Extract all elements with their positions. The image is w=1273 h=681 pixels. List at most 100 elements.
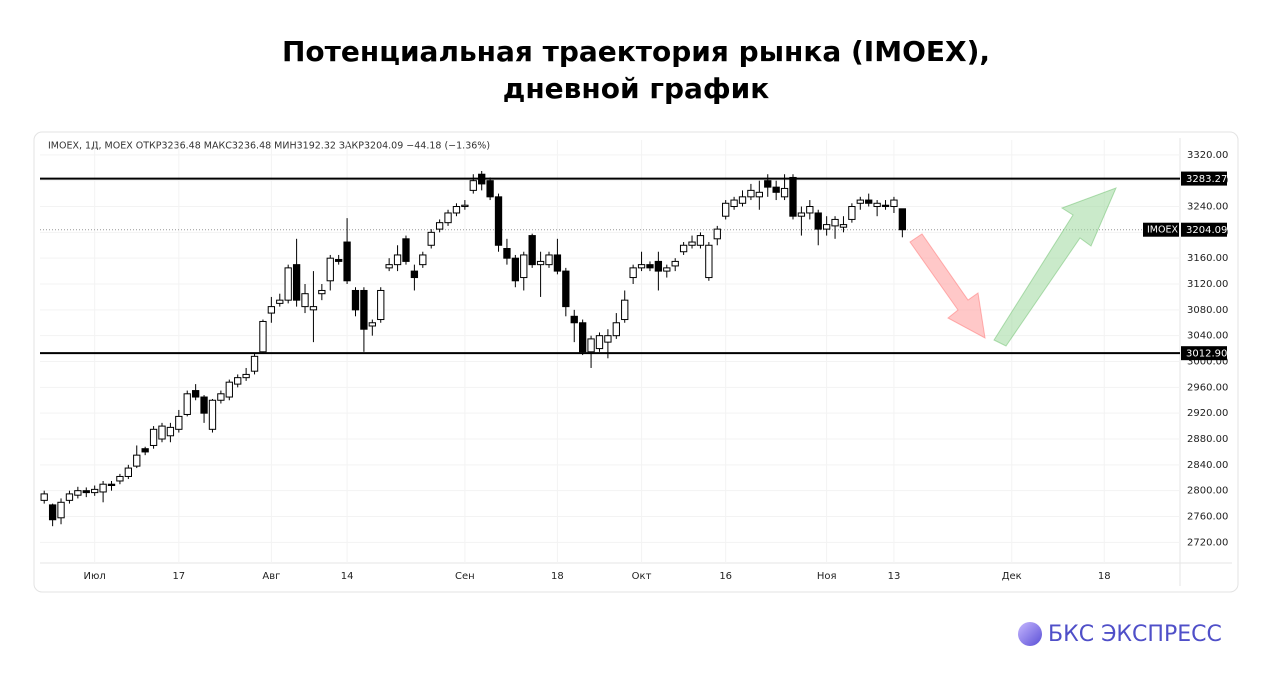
x-tick-label: 17 [172, 571, 185, 582]
candle-body [284, 267, 292, 301]
candle-body [368, 322, 376, 327]
x-tick-label: 18 [551, 571, 564, 582]
y-tick-label: 3080.00 [1187, 305, 1228, 316]
candle-body [587, 338, 595, 353]
candle-body [469, 180, 477, 191]
logo-icon [1018, 622, 1042, 646]
candle-body [91, 488, 99, 494]
candle-body [360, 289, 368, 330]
y-tick-label: 3160.00 [1187, 253, 1228, 264]
level-label-box [1181, 171, 1227, 186]
candle-body [629, 267, 637, 279]
candle-body [797, 212, 806, 217]
candle-body [292, 264, 301, 301]
y-tick-label: 2840.00 [1187, 460, 1228, 471]
x-tick-label: 18 [1098, 571, 1111, 582]
logo: БКС ЭКСПРЕСС [1048, 622, 1222, 647]
candle-body [679, 244, 688, 253]
candle-body [343, 241, 351, 282]
candle-body [822, 224, 831, 230]
title: Потенциальная траектория рынка (IMOEX), [282, 35, 990, 68]
y-tick-label: 2800.00 [1187, 486, 1228, 497]
title: дневной график [503, 72, 770, 105]
candle-body [562, 270, 570, 308]
candle-body [595, 335, 604, 350]
candle-body [107, 483, 116, 487]
candle-body [747, 189, 755, 198]
candle-body [865, 199, 873, 204]
y-tick-label: 3120.00 [1187, 279, 1228, 290]
y-tick-label: 2760.00 [1187, 512, 1228, 523]
candle-body [898, 208, 907, 231]
candle-body [654, 260, 663, 272]
y-tick-label: 3240.00 [1187, 202, 1228, 213]
candle-body [191, 390, 200, 398]
candle-body [806, 206, 814, 214]
candle-body [646, 264, 654, 269]
candle-body [713, 228, 721, 240]
candle-body [486, 180, 494, 198]
plot: 2720.00 2760.00 2800.00 2840.00 2880.00 2920.… [40, 140, 1228, 582]
candle-body [166, 426, 175, 437]
candle-body [545, 254, 553, 266]
candle-body [225, 381, 233, 398]
candle-body [99, 483, 107, 493]
candle-body [755, 191, 763, 198]
symbol-box [1143, 222, 1179, 237]
y-tick-label: 2960.00 [1187, 382, 1228, 393]
candle-body [528, 235, 536, 266]
candle-body [511, 257, 520, 282]
candle-body [141, 448, 149, 453]
candle-body [696, 235, 705, 246]
candle-body [116, 475, 124, 482]
x-tick-label: 16 [719, 571, 732, 582]
candle-body [183, 393, 191, 415]
candle-body [217, 393, 225, 401]
candle-body [789, 176, 797, 217]
x-tick-label: Сен [455, 571, 475, 582]
candle-body [158, 425, 166, 440]
candle-body [435, 222, 444, 230]
candle-body [722, 202, 730, 217]
candle-body [444, 212, 452, 224]
y-tick-label: 2720.00 [1187, 537, 1228, 548]
x-tick-label: Авг [262, 571, 280, 582]
candle-body [393, 254, 402, 266]
candle-body [419, 254, 427, 266]
candle-body [604, 335, 612, 343]
candle-body [377, 289, 385, 321]
candle-body [831, 218, 839, 227]
candle-body [764, 180, 772, 188]
x-tick-label: Окт [632, 571, 652, 582]
last-price-label: 3204.09 [1186, 225, 1227, 236]
y-tick-label: 3040.00 [1187, 331, 1228, 342]
candle-body [208, 399, 217, 430]
candle-body [663, 267, 671, 272]
candle-body [461, 204, 469, 208]
y-tick-label: 3000.00 [1187, 357, 1228, 368]
candle-body [133, 454, 141, 467]
candle-body [385, 264, 393, 269]
candle-body [40, 493, 48, 501]
x-tick-label: Июл [84, 571, 106, 582]
symbol-label: IMOEX [1147, 225, 1178, 236]
x-tick-label: 13 [888, 571, 901, 582]
candle-body [200, 396, 208, 414]
y-tick-label: 3320.00 [1187, 150, 1228, 161]
level-label: 3012.90 [1186, 349, 1227, 360]
candle-body [612, 322, 620, 337]
candle-body [856, 199, 864, 204]
candle-body [579, 322, 587, 353]
candle-body [267, 306, 276, 314]
candle-body [494, 196, 503, 246]
candle-body [259, 320, 267, 353]
candle-body [410, 270, 419, 279]
candle-body [175, 415, 183, 430]
candle-body [637, 264, 646, 269]
x-tick-label: Ноя [817, 571, 837, 582]
candle-body [276, 299, 284, 304]
candle-body [503, 247, 511, 259]
legend-header: IMOEX, 1Д, MOEX ОТКР3236.48 МАКС3236.48 … [48, 141, 490, 152]
candle-body [452, 206, 461, 214]
candle-body [124, 467, 132, 477]
